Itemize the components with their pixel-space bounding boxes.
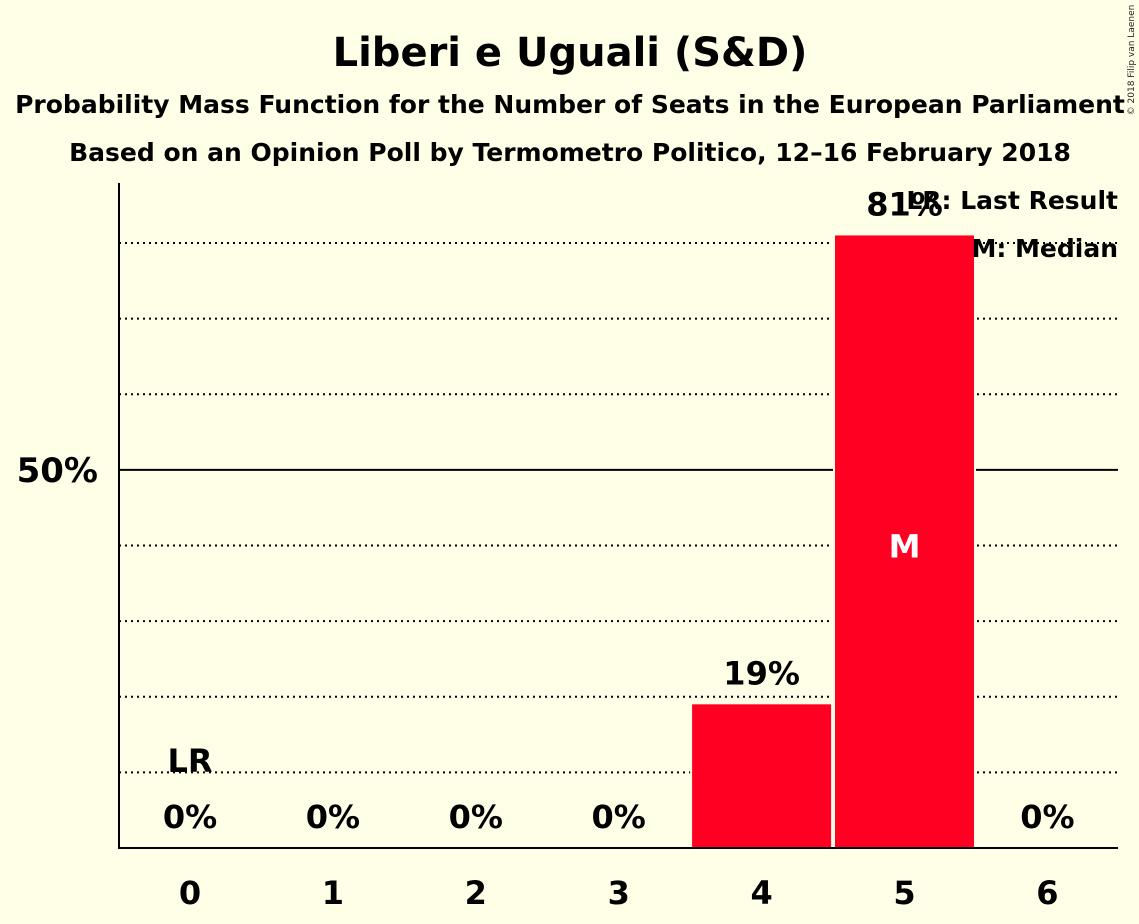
data-label: 0% — [449, 798, 503, 836]
x-tick-label: 2 — [465, 874, 487, 912]
axes — [118, 183, 1118, 849]
bars — [690, 233, 976, 848]
x-tick-label: 0 — [179, 874, 201, 912]
data-label: 19% — [723, 654, 800, 692]
legend-median: M: Median — [971, 234, 1118, 263]
data-label: 0% — [1020, 798, 1074, 836]
data-label: 0% — [163, 798, 217, 836]
x-tick-label: 4 — [750, 874, 772, 912]
y-tick-label: 50% — [17, 451, 98, 491]
median-marker: M — [889, 528, 921, 566]
data-label: 0% — [306, 798, 360, 836]
data-label: 81% — [866, 185, 943, 223]
chart-subtitle-2: Based on an Opinion Poll by Termometro P… — [69, 138, 1071, 167]
x-tick-label: 3 — [608, 874, 630, 912]
x-tick-label: 6 — [1036, 874, 1058, 912]
copyright-notice: © 2018 Filip van Laenen — [1127, 5, 1137, 116]
x-tick-label: 5 — [893, 874, 915, 912]
bar — [835, 235, 974, 848]
x-tick-label: 1 — [322, 874, 344, 912]
data-label: 0% — [592, 798, 646, 836]
last-result-marker: LR — [167, 742, 212, 780]
chart-title: Liberi e Uguali (S&D) — [333, 30, 808, 76]
legend-last-result: LR: Last Result — [906, 186, 1118, 215]
bar — [692, 704, 832, 848]
chart-subtitle-1: Probability Mass Function for the Number… — [15, 90, 1125, 119]
